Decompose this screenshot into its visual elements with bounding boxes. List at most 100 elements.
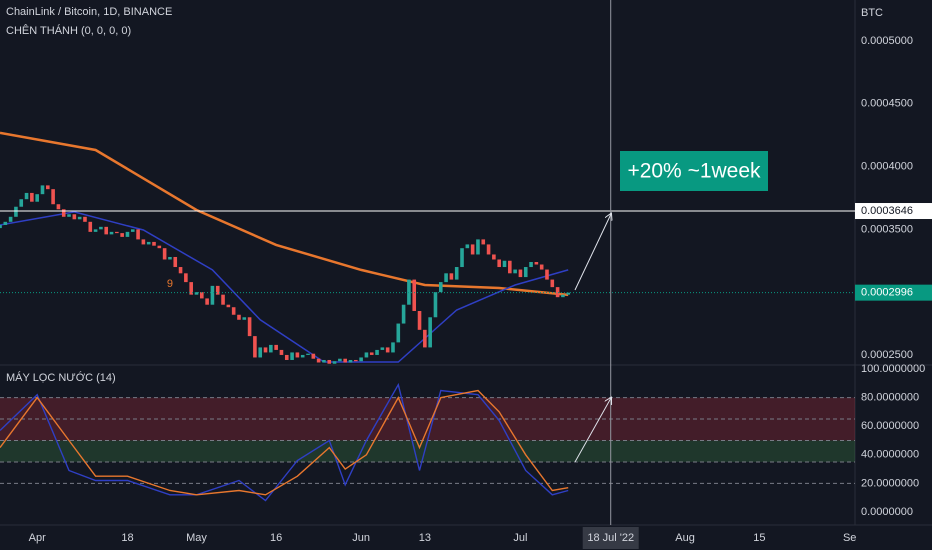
price-label-box (855, 284, 932, 301)
candle (146, 241, 151, 245)
candle (200, 292, 204, 299)
candle (263, 347, 268, 353)
candle (534, 262, 539, 265)
candle (125, 231, 130, 237)
candle (194, 292, 199, 295)
oscillator-title: MÁY LỌC NƯỚC (14) (6, 371, 116, 384)
candle (454, 267, 459, 280)
x-tick-label: 18 (121, 532, 133, 544)
x-tick-label: Aug (675, 532, 695, 544)
candle (369, 352, 374, 355)
arrow (574, 398, 611, 463)
candle (364, 352, 369, 358)
candle (566, 292, 571, 295)
candle (162, 248, 167, 260)
y-tick-label: 60.0000000 (861, 420, 919, 432)
chart-title: ChainLink / Bitcoin, 1D, BINANCE (6, 6, 172, 18)
price-label: 0.0003646 (861, 205, 913, 217)
candle (354, 359, 358, 362)
candle (385, 347, 390, 353)
y-tick-label: 0.0005000 (861, 35, 913, 47)
x-tick-label: 15 (753, 532, 765, 544)
candle (290, 352, 294, 360)
candle (348, 359, 353, 363)
candle (0, 224, 2, 229)
band (0, 440, 855, 462)
candle (130, 229, 135, 232)
candle (45, 185, 50, 190)
candle (24, 192, 29, 200)
candle (93, 229, 98, 232)
candle (136, 229, 140, 240)
candle (115, 231, 119, 234)
candle (30, 192, 34, 202)
candle (253, 336, 257, 358)
y-tick-label: 0.0004500 (861, 98, 913, 110)
candle (486, 244, 491, 255)
x-tick-label: Jun (352, 532, 370, 544)
candle (407, 279, 411, 305)
candle (423, 329, 427, 348)
y-tick-label: 20.0000000 (861, 477, 919, 489)
candle (470, 244, 475, 255)
candle (444, 273, 448, 283)
candle (205, 298, 209, 305)
candle (359, 357, 363, 362)
candle (338, 358, 342, 362)
oscillator-line (0, 382, 569, 502)
candle (56, 204, 61, 210)
candle (438, 282, 443, 293)
candle (518, 269, 523, 278)
candle (316, 358, 321, 363)
candle (492, 254, 496, 260)
moving-average (0, 131, 569, 297)
candle (561, 294, 565, 298)
candle (401, 304, 406, 324)
candle (332, 361, 337, 364)
y-tick-label: 40.0000000 (861, 449, 919, 461)
candle (109, 231, 114, 235)
price-label: 0.0002996 (861, 287, 913, 299)
candle (120, 233, 124, 237)
candle (396, 323, 401, 343)
candle (14, 206, 18, 217)
x-tick-label: Apr (29, 532, 46, 544)
candle (508, 260, 512, 274)
y-tick-label: 0.0000000 (861, 506, 913, 518)
candle (231, 307, 236, 315)
candle (380, 347, 385, 350)
candle (412, 279, 417, 311)
y-tick-label: 0.0002500 (861, 349, 913, 361)
x-tick-label: Jul (513, 532, 527, 544)
candle (168, 256, 172, 260)
candle (184, 273, 188, 283)
annotation: +20% ~1week (627, 160, 761, 183)
candle (550, 279, 555, 288)
oscillator-line (0, 389, 569, 496)
candle (502, 260, 507, 268)
candle (306, 353, 310, 355)
arrow (574, 214, 611, 291)
x-tick-label: May (186, 532, 207, 544)
price-label-box (855, 203, 932, 220)
candle (269, 344, 273, 353)
x-tick-label: 13 (419, 532, 431, 544)
candle (539, 264, 544, 270)
candle (311, 353, 316, 359)
y-tick-label: 100.0000000 (861, 363, 925, 375)
candle (173, 256, 178, 268)
candle (476, 239, 480, 255)
candle (274, 344, 278, 350)
moving-average (0, 211, 569, 363)
crosshair-label: 18 Jul '22 (587, 532, 634, 544)
y-tick-label: 0.0004000 (861, 160, 913, 172)
candle (449, 273, 454, 280)
candle (523, 267, 528, 278)
candle (51, 189, 55, 205)
candle (545, 269, 549, 280)
x-tick-label: Se (843, 532, 856, 544)
candle (83, 216, 87, 222)
candle (226, 304, 231, 308)
candle (8, 216, 13, 222)
